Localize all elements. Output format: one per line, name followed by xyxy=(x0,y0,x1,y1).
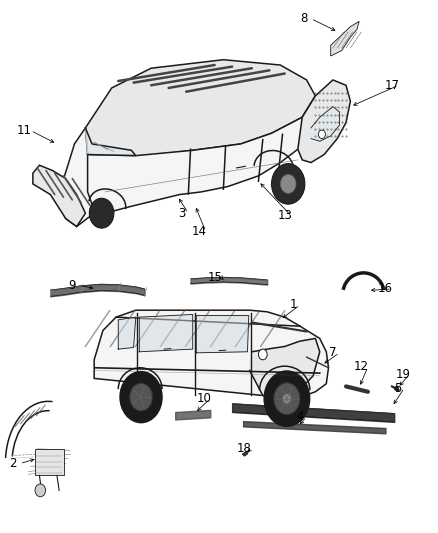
Polygon shape xyxy=(85,60,315,157)
Circle shape xyxy=(35,484,46,497)
Polygon shape xyxy=(139,314,193,352)
Circle shape xyxy=(89,198,114,228)
FancyBboxPatch shape xyxy=(35,449,64,475)
Polygon shape xyxy=(57,128,103,227)
Circle shape xyxy=(258,349,267,360)
Polygon shape xyxy=(94,310,328,397)
Text: 12: 12 xyxy=(354,360,369,373)
Polygon shape xyxy=(311,107,339,141)
Text: 2: 2 xyxy=(9,457,17,470)
Circle shape xyxy=(274,383,300,415)
Polygon shape xyxy=(33,165,85,227)
Text: 11: 11 xyxy=(17,124,32,137)
Text: 14: 14 xyxy=(192,225,207,238)
Circle shape xyxy=(318,130,325,139)
Text: 17: 17 xyxy=(385,79,399,92)
Circle shape xyxy=(130,383,152,411)
Text: 7: 7 xyxy=(329,346,337,359)
Polygon shape xyxy=(88,96,320,213)
Circle shape xyxy=(283,393,291,404)
Text: 8: 8 xyxy=(301,12,308,25)
Polygon shape xyxy=(242,450,249,456)
Text: 19: 19 xyxy=(396,368,410,381)
Text: 1: 1 xyxy=(290,298,297,311)
Polygon shape xyxy=(118,317,136,349)
Circle shape xyxy=(120,372,162,423)
Polygon shape xyxy=(250,338,320,395)
Text: 10: 10 xyxy=(196,392,211,405)
Text: 13: 13 xyxy=(277,209,292,222)
Text: 16: 16 xyxy=(378,282,393,295)
Text: 18: 18 xyxy=(237,442,252,455)
Circle shape xyxy=(272,164,305,204)
Polygon shape xyxy=(85,128,136,156)
Circle shape xyxy=(264,371,310,426)
Polygon shape xyxy=(331,21,359,56)
Text: 15: 15 xyxy=(207,271,222,284)
Text: 4: 4 xyxy=(296,410,304,423)
Text: 3: 3 xyxy=(178,207,185,220)
Circle shape xyxy=(280,174,296,193)
Polygon shape xyxy=(196,316,249,353)
Text: 9: 9 xyxy=(68,279,76,292)
Text: 5: 5 xyxy=(394,382,401,394)
Polygon shape xyxy=(298,80,350,163)
